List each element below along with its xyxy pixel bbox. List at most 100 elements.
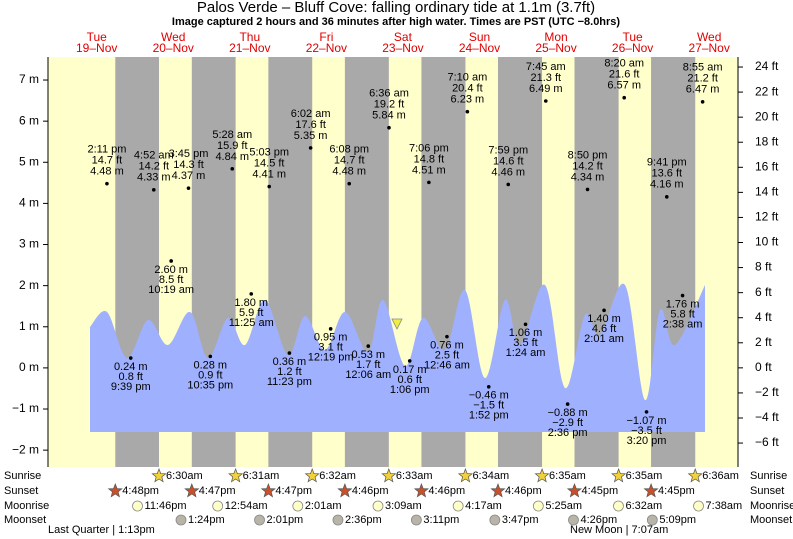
tide-label: 1.2 ft [277,366,301,378]
tide-label: 2.5 ft [435,350,459,362]
tide-point [267,184,272,189]
tide-label: 20.4 ft [452,83,483,95]
weekday-label: Tue [623,30,644,44]
date-label: 24–Nov [459,41,500,55]
tide-point [664,195,669,199]
weekday-label: Fri [319,30,333,44]
row-label: Sunrise [750,470,787,482]
moon-icon [372,500,384,512]
y-tick-label: −2 m [12,442,39,456]
tide-label: −3.5 ft [631,425,662,437]
tide-label: 3:45 pm [169,148,209,160]
moon-icon [452,500,464,512]
now-marker [391,318,403,330]
tide-label: 10:19 am [148,284,194,296]
tide-point [602,308,606,313]
tide-label: −1.5 ft [473,400,504,412]
sunrise-time: 6:35am [549,470,586,482]
tide-label: 0.24 m [114,361,148,373]
tide-label: 6.47 m [686,84,720,96]
plot-content: 7 m 6 m 5 m 4 m 3 m 2 m 1 m 0 m −1 m −2 m 24 ft 22 … [4,30,793,526]
tide-label: −0.46 m [469,390,509,402]
moon-icon [132,500,143,512]
y-tick-label: 3 m [19,237,39,251]
tide-label: 1:24 am [506,347,546,359]
y-tick-label: 7 m [19,72,39,86]
y2-tick-label: 14 ft [755,185,779,199]
tide-label: 0.76 m [430,340,464,352]
y2-tick-label: −6 ft [755,435,779,449]
sun-icon [534,468,550,483]
sun-icon [687,468,703,483]
tide-label: 4:52 am [134,150,174,162]
y2-tick-label: 16 ft [755,159,779,173]
moonrise-time: 2:01am [305,500,342,512]
weekday-label: Sun [469,30,490,44]
weekday-label: Wed [697,30,721,44]
moon-icon [489,514,501,526]
moon-icon [568,514,579,526]
tide-label: −2.9 ft [552,417,583,429]
date-label: 26–Nov [612,41,653,55]
tide-label: 4.34 m [571,171,605,183]
sunset-time: 4:46pm [505,485,542,497]
tide-point [565,402,570,406]
y2-tick-label: 22 ft [755,84,779,98]
moon-icon [613,500,624,512]
sunset-time: 4:45pm [581,485,618,497]
tide-label: 0.17 m [393,364,427,376]
tide-label: 14.7 ft [334,155,365,167]
tide-label: 2.60 m [154,264,188,276]
sun-icon [381,468,397,483]
tide-point [585,187,590,192]
y2-tick-label: 6 ft [755,285,772,299]
tide-label: 2:36 pm [548,427,588,439]
y2-tick-label: −4 ft [755,410,779,424]
tide-label: 10:35 pm [187,379,233,391]
moonrise-time: 5:25am [545,500,582,512]
tide-label: 7:45 am [526,61,566,73]
moonset-time: 2:01pm [267,514,304,526]
tide-label: 15.9 ft [217,140,248,152]
tide-label: 1:52 pm [469,410,509,422]
tide-label: 21.6 ft [609,69,640,81]
tide-area [90,283,705,432]
tide-point [249,292,254,296]
sunrise-time: 6:36am [702,470,739,482]
sunrise-time: 6:34am [472,470,509,482]
tide-label: 0.28 m [193,359,227,371]
tide-label: 13.6 ft [652,168,683,180]
tide-label: 11:23 pm [267,376,312,388]
moon-icon [693,500,704,512]
tide-label: 5:28 am [212,129,252,141]
tide-label: 1.80 m [234,297,268,309]
tide-label: 14.8 ft [414,153,445,165]
plot-background [48,57,738,467]
y-tick-label: 1 m [19,319,39,333]
tide-label: 17.6 ft [295,119,326,131]
moonset-time: 3:47pm [502,514,539,526]
tide-label: 4.41 m [252,168,286,180]
tide-label: 9:41 pm [647,157,687,169]
weekday-label: Tue [87,30,108,44]
tide-label: 14.2 ft [138,161,169,173]
tide-label: 7:06 pm [409,142,449,154]
sun-icon [566,483,583,498]
sun-icon [611,468,627,483]
tide-point [543,99,548,103]
tide-label: 7:10 am [447,72,487,84]
sunset-time: 4:47pm [275,485,312,497]
tide-point [486,385,491,389]
tide-point [680,293,685,298]
sunset-time: 4:46pm [352,485,389,497]
tide-label: 8.5 ft [159,274,183,286]
moon-phase: New Moon | 7:07am [570,524,668,536]
row-label: Sunset [4,485,38,497]
date-label: 25–Nov [535,41,576,55]
tide-label: 1.7 ft [356,359,380,371]
tide-label: 0.9 ft [198,369,222,381]
tide-label: 21.3 ft [530,72,561,84]
tide-point [128,356,133,360]
tide-label: 11:25 am [229,317,274,329]
y-tick-label: −1 m [12,401,39,415]
